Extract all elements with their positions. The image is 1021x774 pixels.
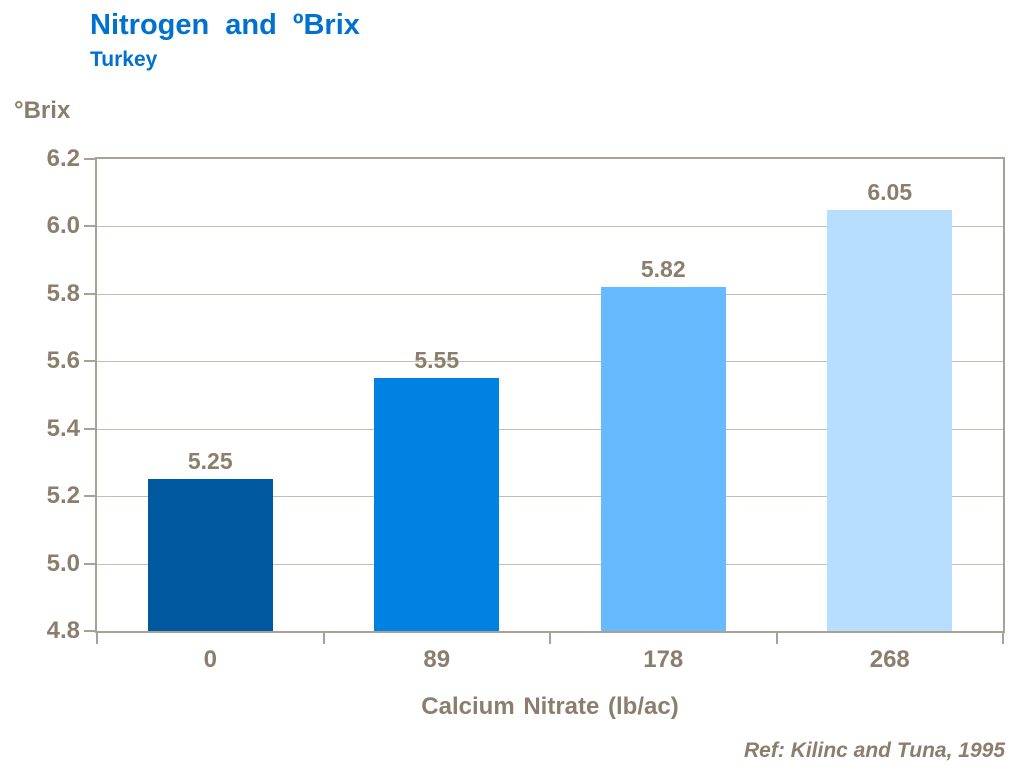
plot-area: 5.25 5.55 5.82 6.05: [84, 158, 1004, 644]
y-tick-label: 5.8: [46, 279, 80, 307]
y-axis-tick-mark: [84, 158, 95, 160]
y-tick-label: 5.2: [46, 482, 80, 510]
reference-citation: Ref: Kilinc and Tuna, 1995: [743, 739, 1005, 762]
x-axis-tick-mark: [322, 633, 325, 644]
x-axis-title: Calcium Nitrate (lb/ac): [421, 693, 679, 720]
x-tick-label: 268: [869, 646, 910, 673]
y-axis-title: °Brix: [14, 97, 71, 124]
bar-value-label: 5.82: [640, 256, 686, 283]
gridline: [97, 428, 1003, 430]
y-axis-tick-mark: [84, 495, 95, 498]
y-tick-label: 5.4: [46, 414, 80, 442]
x-axis-tick-mark: [1002, 633, 1004, 644]
chart-title: Nitrogen and ºBrix: [90, 9, 360, 41]
x-axis-tick-labels: 0 89 178 268: [97, 646, 1003, 676]
bar-value-label: 6.05: [867, 178, 913, 205]
y-tick-label: 4.8: [46, 617, 80, 644]
x-axis-tick-mark: [96, 633, 98, 644]
x-axis-tick-mark: [775, 633, 778, 644]
y-tick-label: 5.6: [46, 347, 80, 375]
y-axis-tick-mark: [84, 562, 95, 565]
y-tick-label: 5.0: [46, 549, 80, 577]
x-tick-label: 178: [643, 646, 684, 673]
gridline: [97, 293, 1003, 295]
bar-value-label: 5.55: [414, 347, 460, 374]
bar-value-label: 5.25: [187, 448, 233, 475]
y-axis-tick-mark: [84, 427, 95, 430]
bar: [147, 479, 273, 631]
x-axis-tick-mark: [549, 633, 551, 644]
plot-frame: [95, 157, 1005, 633]
gridline: [97, 226, 1003, 228]
gridline: [97, 496, 1003, 498]
y-axis-tick-mark: [84, 292, 95, 295]
y-axis-tick-mark: [84, 225, 95, 228]
y-axis-tick-mark: [84, 630, 95, 632]
x-tick-label: 0: [203, 646, 217, 673]
gridline: [97, 361, 1003, 363]
x-tick-label: 89: [423, 646, 451, 673]
bar: [374, 378, 500, 631]
y-tick-label: 6.2: [46, 145, 80, 172]
chart-subtitle: Turkey: [90, 48, 158, 71]
gridline: [97, 563, 1003, 565]
y-axis-tick-mark: [84, 360, 95, 363]
bar: [600, 287, 726, 631]
y-tick-label: 6.0: [46, 212, 80, 240]
y-axis-tick-labels: 6.2 6.0 5.8 5.6 5.4 5.2 5.0 4.8: [0, 145, 80, 644]
bar: [827, 209, 953, 631]
